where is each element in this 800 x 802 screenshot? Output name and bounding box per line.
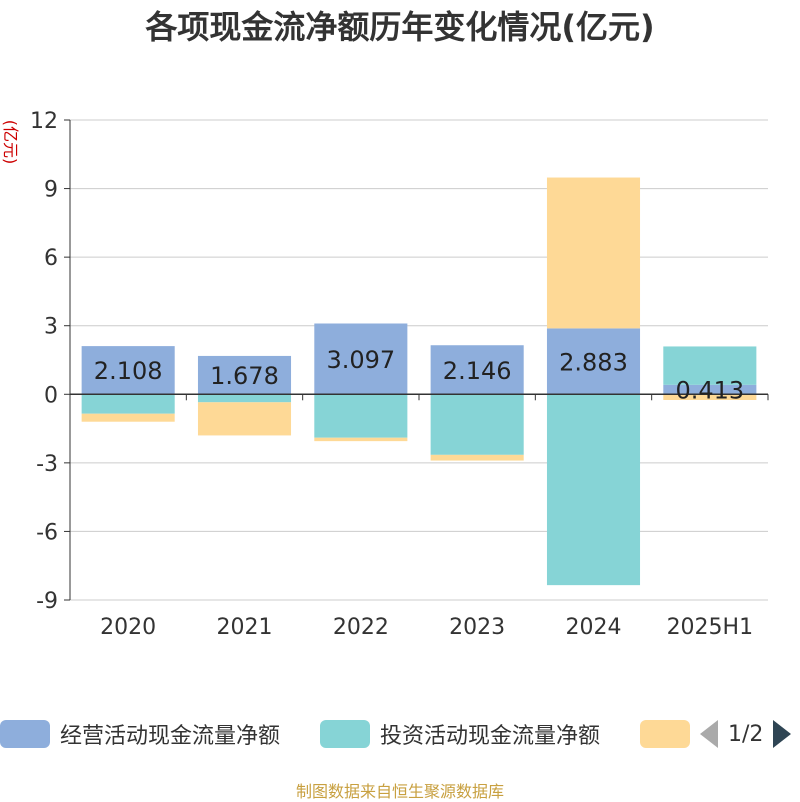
y-tick-label: 9 <box>44 178 58 203</box>
bar-operating-2024 <box>546 328 641 395</box>
data-label-2022: 3.097 <box>326 346 395 374</box>
x-tick-label: 2020 <box>100 615 156 640</box>
legend: 经营活动现金流量净额 投资活动现金流量净额 <box>0 716 800 752</box>
x-tick-label: 2023 <box>449 615 505 640</box>
x-tick-label: 2025H1 <box>667 615 754 640</box>
bar-investing-2022 <box>314 394 408 438</box>
legend-label-operating: 经营活动现金流量净额 <box>60 724 281 749</box>
data-label-2024: 2.883 <box>559 348 628 376</box>
legend-label-investing: 投资活动现金流量净额 <box>380 724 601 749</box>
cashflow-chart: -9 -6 -3 0 3 6 9 12 2020 2021 2022 2023 2024 2025H1 2… <box>30 109 769 640</box>
x-tick-label: 2021 <box>217 615 273 640</box>
bar-operating-2020 <box>81 346 175 395</box>
bar-investing-2024 <box>546 394 641 586</box>
y-tick-label: 0 <box>44 383 58 408</box>
bar-investing-2023 <box>430 394 524 455</box>
bars <box>81 177 757 586</box>
data-source-note: 制图数据来自恒生聚源数据库 <box>295 782 504 801</box>
bar-financing-2020 <box>81 413 175 422</box>
legend-swatch-financing <box>640 720 690 748</box>
legend-pager: 1/2 <box>700 718 792 750</box>
y-tick-label: -6 <box>36 520 58 545</box>
legend-page-indicator: 1/2 <box>728 721 764 747</box>
bar-investing-2025H1 <box>663 346 757 385</box>
bar-financing-2025H1 <box>663 394 757 400</box>
chart-title: 各项现金流净额历年变化情况(亿元) <box>145 8 655 46</box>
legend-prev-page-icon[interactable] <box>700 720 718 748</box>
bar-investing-2021 <box>197 394 292 403</box>
data-labels: 2.108 1.678 3.097 2.146 2.883 0.413 <box>94 346 744 405</box>
x-tick-label: 2022 <box>333 615 389 640</box>
bar-operating-2021 <box>197 355 292 395</box>
y-tick-label: -3 <box>36 452 58 477</box>
axes: -9 -6 -3 0 3 6 9 12 2020 2021 2022 2023 2024 2025H1 <box>30 109 769 640</box>
bar-financing-2023 <box>430 454 524 461</box>
legend-swatch-operating <box>0 720 50 748</box>
bar-operating-2025H1 <box>663 384 757 395</box>
grid-lines <box>70 119 768 601</box>
x-tick-label: 2024 <box>566 615 622 640</box>
bar-operating-2023 <box>430 345 524 395</box>
legend-next-page-icon[interactable] <box>773 720 792 748</box>
bar-financing-2024 <box>546 177 641 329</box>
data-label-2023: 2.146 <box>443 357 512 385</box>
y-tick-label: 3 <box>44 315 58 340</box>
data-label-2025H1: 0.413 <box>675 377 744 405</box>
y-tick-label: 6 <box>44 246 58 271</box>
legend-item-financing[interactable] <box>640 716 700 752</box>
y-tick-label: -9 <box>36 589 58 614</box>
data-label-2020: 2.108 <box>94 357 163 385</box>
legend-item-investing[interactable]: 投资活动现金流量净额 <box>320 716 600 752</box>
legend-item-operating[interactable]: 经营活动现金流量净额 <box>0 716 280 752</box>
bar-investing-2020 <box>81 394 175 414</box>
bar-financing-2021 <box>197 402 292 436</box>
legend-swatch-investing <box>320 720 370 748</box>
bar-operating-2022 <box>314 323 408 395</box>
y-tick-label: 12 <box>30 109 58 134</box>
data-label-2021: 1.678 <box>210 362 279 390</box>
bar-financing-2022 <box>314 437 408 442</box>
